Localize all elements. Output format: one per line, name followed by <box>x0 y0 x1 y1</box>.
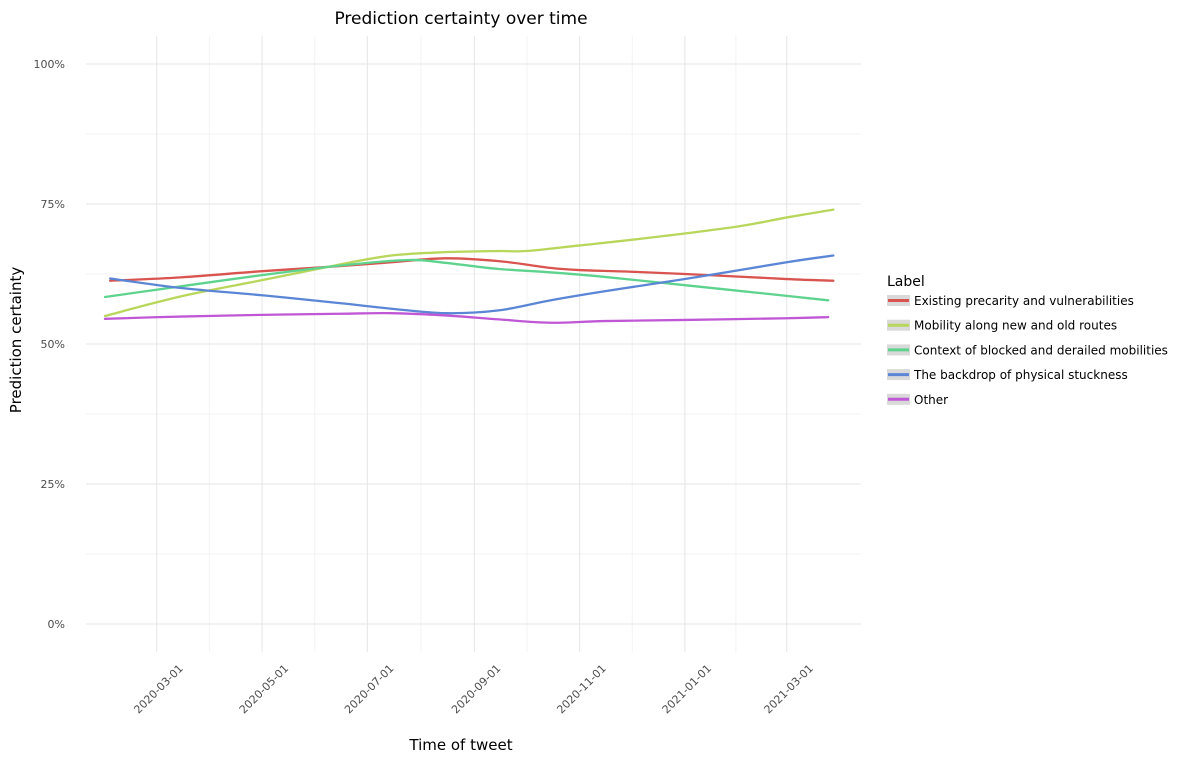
legend-label: Other <box>914 393 948 407</box>
x-axis-tick-labels: 2020-03-01 2020-05-01 2020-07-01 2020-09-01… <box>131 662 815 716</box>
series-line-3 <box>103 258 830 302</box>
series-lines <box>103 208 835 324</box>
legend-item: Mobility along new and old routes <box>887 319 1117 333</box>
x-tick-label: 2021-03-01 <box>761 662 815 716</box>
y-axis-tick-labels: 0% 25% 50% 75% 100% <box>34 58 65 631</box>
major-gridlines <box>86 36 861 652</box>
y-tick-label: 0% <box>48 618 65 631</box>
series-line-4 <box>109 254 835 315</box>
series-line-5 <box>103 311 830 324</box>
legend: Label Existing precarity and vulnerabili… <box>887 274 1168 407</box>
legend-item: Existing precarity and vulnerabilities <box>887 294 1134 308</box>
legend-label: Context of blocked and derailed mobiliti… <box>914 343 1168 357</box>
legend-item: Other <box>887 393 948 407</box>
chart-title: Prediction certainty over time <box>334 9 587 29</box>
legend-item: The backdrop of physical stuckness <box>887 368 1128 382</box>
x-tick-label: 2020-03-01 <box>131 662 185 716</box>
x-tick-label: 2020-07-01 <box>342 662 396 716</box>
y-tick-label: 100% <box>34 58 65 71</box>
legend-items: Existing precarity and vulnerabilities Mo… <box>887 294 1168 407</box>
legend-title: Label <box>887 274 925 290</box>
y-tick-label: 25% <box>41 478 65 491</box>
legend-label: Existing precarity and vulnerabilities <box>914 294 1134 308</box>
x-tick-label: 2020-09-01 <box>449 662 503 716</box>
y-tick-label: 75% <box>41 198 65 211</box>
series-line-1 <box>109 257 835 282</box>
y-tick-label: 50% <box>41 338 65 351</box>
x-tick-label: 2021-01-01 <box>660 662 714 716</box>
legend-label: Mobility along new and old routes <box>914 319 1117 333</box>
legend-label: The backdrop of physical stuckness <box>913 368 1128 382</box>
x-axis-title: Time of tweet <box>408 736 512 754</box>
y-axis-title: Prediction certainty <box>7 267 25 414</box>
series-line-2 <box>103 208 835 318</box>
x-tick-label: 2020-05-01 <box>237 662 291 716</box>
x-tick-label: 2020-11-01 <box>554 662 608 716</box>
legend-item: Context of blocked and derailed mobiliti… <box>887 343 1168 357</box>
